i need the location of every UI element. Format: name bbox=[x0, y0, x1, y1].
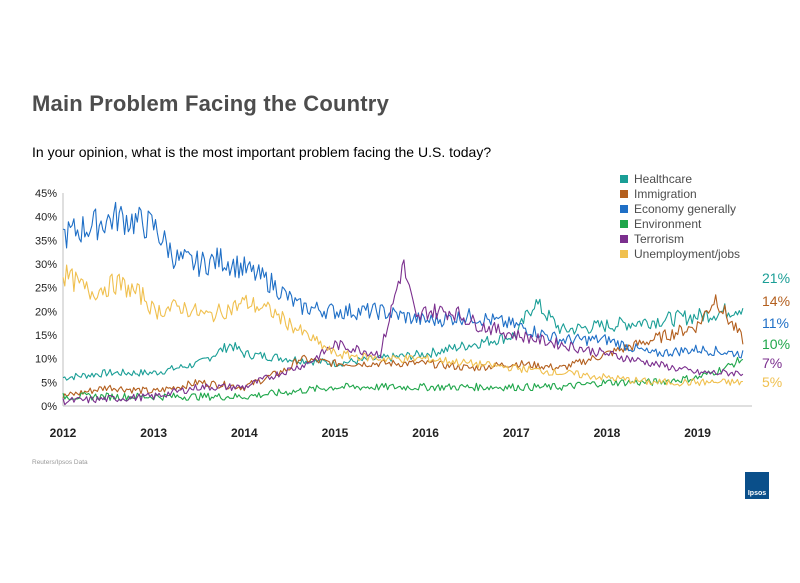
page-title: Main Problem Facing the Country bbox=[32, 91, 390, 116]
y-tick-label: 40% bbox=[35, 212, 57, 224]
legend-item-healthcare: Healthcare bbox=[620, 171, 740, 186]
series-line-healthcare bbox=[62, 298, 744, 381]
x-tick-label: 2016 bbox=[412, 426, 439, 440]
end-label-unemployment-jobs: 5% bbox=[762, 374, 782, 390]
end-label-terrorism: 7% bbox=[762, 355, 782, 371]
legend-label-economy: Economy generally bbox=[634, 201, 737, 216]
x-tick-label: 2013 bbox=[140, 426, 167, 440]
end-label-healthcare: 21% bbox=[762, 270, 790, 286]
legend-label-environment: Environment bbox=[634, 216, 702, 231]
legend-item-terrorism: Terrorism bbox=[620, 231, 740, 246]
legend-label-unemployment: Unemployment/jobs bbox=[634, 246, 741, 261]
y-tick-label: 10% bbox=[35, 354, 57, 366]
series-line-immigration bbox=[62, 294, 744, 399]
x-tick-label: 2019 bbox=[684, 426, 711, 440]
legend-label-immigration: Immigration bbox=[634, 186, 697, 201]
ipsos-logo-text: Ipsos bbox=[747, 490, 767, 497]
y-tick-label: 30% bbox=[35, 259, 57, 271]
legend-swatch-immigration bbox=[620, 189, 628, 198]
x-tick-label: 2015 bbox=[322, 426, 349, 440]
legend-swatch-unemployment bbox=[620, 249, 628, 258]
legend-item-environment: Environment bbox=[620, 216, 740, 231]
legend-swatch-economy bbox=[620, 204, 628, 213]
x-tick-label: 2014 bbox=[231, 426, 258, 440]
legend-label-healthcare: Healthcare bbox=[634, 171, 693, 186]
series-line-terrorism bbox=[62, 259, 744, 406]
source-note: Reuters/Ipsos Data bbox=[32, 459, 88, 466]
y-tick-label: 0% bbox=[41, 401, 57, 413]
end-label-immigration: 14% bbox=[762, 293, 790, 309]
ipsos-logo: Ipsos bbox=[745, 472, 769, 499]
y-tick-label: 35% bbox=[35, 235, 57, 247]
y-tick-label: 20% bbox=[35, 306, 57, 318]
y-tick-label: 45% bbox=[35, 188, 57, 200]
end-label-environment: 10% bbox=[762, 336, 790, 352]
y-tick-label: 5% bbox=[41, 377, 57, 389]
series-line-economy-generally bbox=[62, 201, 744, 359]
legend-item-economy: Economy generally bbox=[620, 201, 740, 216]
legend-swatch-environment bbox=[620, 219, 628, 228]
x-tick-label: 2018 bbox=[594, 426, 621, 440]
end-label-economy-generally: 11% bbox=[762, 315, 789, 331]
legend-item-unemployment: Unemployment/jobs bbox=[620, 246, 740, 261]
legend-label-terrorism: Terrorism bbox=[634, 231, 684, 246]
series-line-unemployment-jobs bbox=[62, 264, 743, 387]
x-tick-label: 2017 bbox=[503, 426, 530, 440]
legend-swatch-terrorism bbox=[620, 234, 628, 243]
chart-legend: Healthcare Immigration Economy generally… bbox=[620, 171, 740, 261]
x-tick-label: 2012 bbox=[50, 426, 77, 440]
legend-swatch-healthcare bbox=[620, 174, 628, 183]
y-tick-label: 25% bbox=[35, 283, 57, 295]
y-tick-label: 15% bbox=[35, 330, 57, 342]
legend-item-immigration: Immigration bbox=[620, 186, 740, 201]
chart-subtitle: In your opinion, what is the most import… bbox=[32, 144, 492, 160]
